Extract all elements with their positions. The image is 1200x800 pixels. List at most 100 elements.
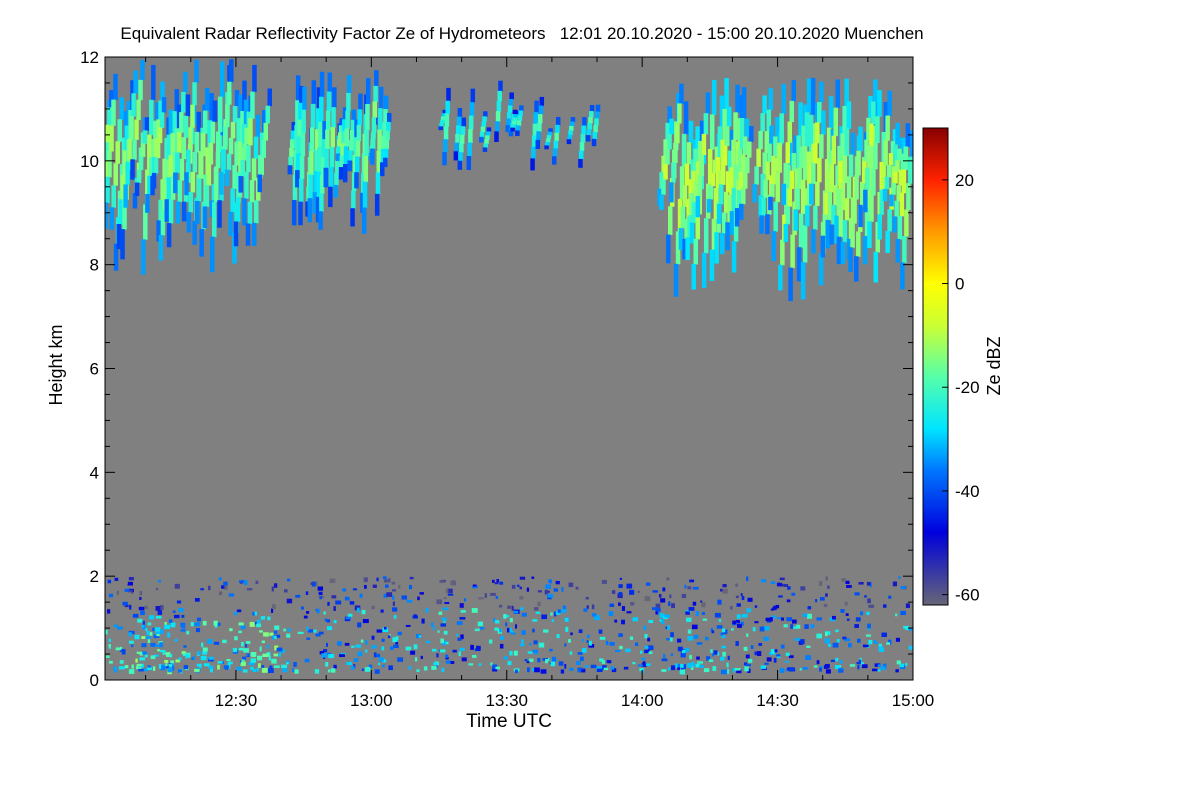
echo-pixel — [632, 617, 639, 622]
echo-pixel — [376, 577, 379, 582]
echo-pixel — [827, 585, 830, 589]
echo-pixel — [908, 645, 913, 650]
echo-pixel — [144, 605, 149, 610]
echo-pixel — [274, 625, 280, 630]
echo-pixel — [856, 661, 861, 665]
echo-pixel — [121, 651, 126, 655]
echo-pixel — [105, 629, 108, 635]
echo-pixel — [444, 601, 450, 605]
echo-cell — [783, 223, 789, 243]
echo-cell — [570, 117, 576, 122]
echo-cell — [136, 169, 142, 184]
echo-pixel — [778, 595, 783, 598]
echo-cell — [468, 129, 473, 144]
echo-pixel — [655, 603, 661, 609]
echo-cell — [714, 232, 719, 264]
echo-pixel — [696, 642, 703, 645]
echo-pixel — [208, 658, 214, 662]
echo-pixel — [443, 596, 447, 600]
echo-pixel — [700, 600, 703, 603]
echo-pixel — [711, 653, 715, 657]
echo-cell — [885, 115, 890, 141]
echo-pixel — [391, 589, 397, 592]
echo-pixel — [178, 607, 184, 613]
echo-pixel — [815, 599, 818, 603]
echo-cell — [374, 193, 380, 216]
echo-cell — [815, 122, 820, 144]
echo-pixel — [197, 651, 201, 655]
echo-pixel — [668, 601, 671, 607]
echo-pixel — [181, 624, 186, 629]
echo-pixel — [862, 644, 869, 648]
echo-pixel — [644, 645, 649, 649]
echo-pixel — [241, 641, 244, 647]
echo-pixel — [712, 666, 717, 671]
echo-cell — [292, 175, 298, 201]
echo-cell — [810, 77, 816, 116]
echo-pixel — [477, 621, 483, 627]
echo-cell — [789, 100, 795, 123]
echo-cell — [204, 87, 210, 112]
echo-cell — [507, 105, 513, 113]
echo-pixel — [410, 650, 416, 655]
echo-cell — [910, 130, 913, 158]
echo-pixel — [547, 657, 550, 662]
echo-pixel — [758, 642, 763, 646]
echo-pixel — [421, 618, 425, 624]
echo-pixel — [708, 659, 714, 663]
echo-pixel — [208, 656, 214, 660]
echo-pixel — [773, 605, 776, 610]
echo-pixel — [710, 628, 713, 632]
echo-cell — [235, 197, 241, 222]
echo-cell — [682, 238, 687, 260]
echo-pixel — [405, 624, 411, 627]
echo-cell — [457, 108, 463, 118]
echo-cell — [687, 215, 692, 238]
echo-cell — [787, 188, 793, 207]
echo-pixel — [727, 655, 730, 660]
echo-cell — [186, 149, 191, 173]
echo-pixel — [786, 617, 793, 622]
echo-pixel — [606, 659, 609, 663]
echo-pixel — [142, 651, 147, 655]
echo-pixel — [261, 640, 265, 644]
echo-pixel — [491, 579, 495, 583]
echo-cell — [319, 96, 324, 123]
echo-cell — [251, 158, 257, 181]
echo-cell — [826, 171, 832, 194]
echo-cell — [784, 189, 789, 216]
echo-pixel — [824, 638, 830, 644]
echo-cell — [594, 111, 600, 119]
echo-pixel — [816, 633, 823, 639]
echo-pixel — [470, 644, 474, 650]
echo-cell — [335, 160, 340, 174]
echo-cell — [377, 129, 382, 152]
echo-cell — [442, 109, 448, 114]
echo-cell — [569, 125, 574, 131]
echo-cell — [862, 236, 868, 265]
echo-pixel — [579, 668, 586, 673]
echo-pixel — [493, 618, 496, 623]
echo-cell — [747, 141, 752, 158]
echo-pixel — [605, 640, 609, 646]
echo-pixel — [667, 667, 671, 671]
echo-cell — [691, 263, 697, 290]
echo-pixel — [459, 603, 464, 608]
echo-pixel — [183, 665, 189, 670]
echo-cell — [196, 178, 202, 202]
echo-cell — [785, 206, 791, 225]
echo-pixel — [701, 611, 706, 615]
echo-cell — [202, 110, 208, 134]
echo-pixel — [905, 662, 908, 667]
echo-cell — [762, 152, 768, 175]
echo-cell — [548, 128, 553, 133]
echo-cell — [663, 139, 668, 157]
echo-pixel — [327, 669, 331, 673]
echo-pixel — [249, 621, 255, 627]
echo-pixel — [271, 658, 277, 664]
echo-pixel — [840, 609, 845, 613]
echo-cell — [681, 133, 687, 167]
echo-cell — [756, 148, 761, 167]
echo-pixel — [877, 664, 882, 667]
echo-pixel — [268, 655, 271, 661]
